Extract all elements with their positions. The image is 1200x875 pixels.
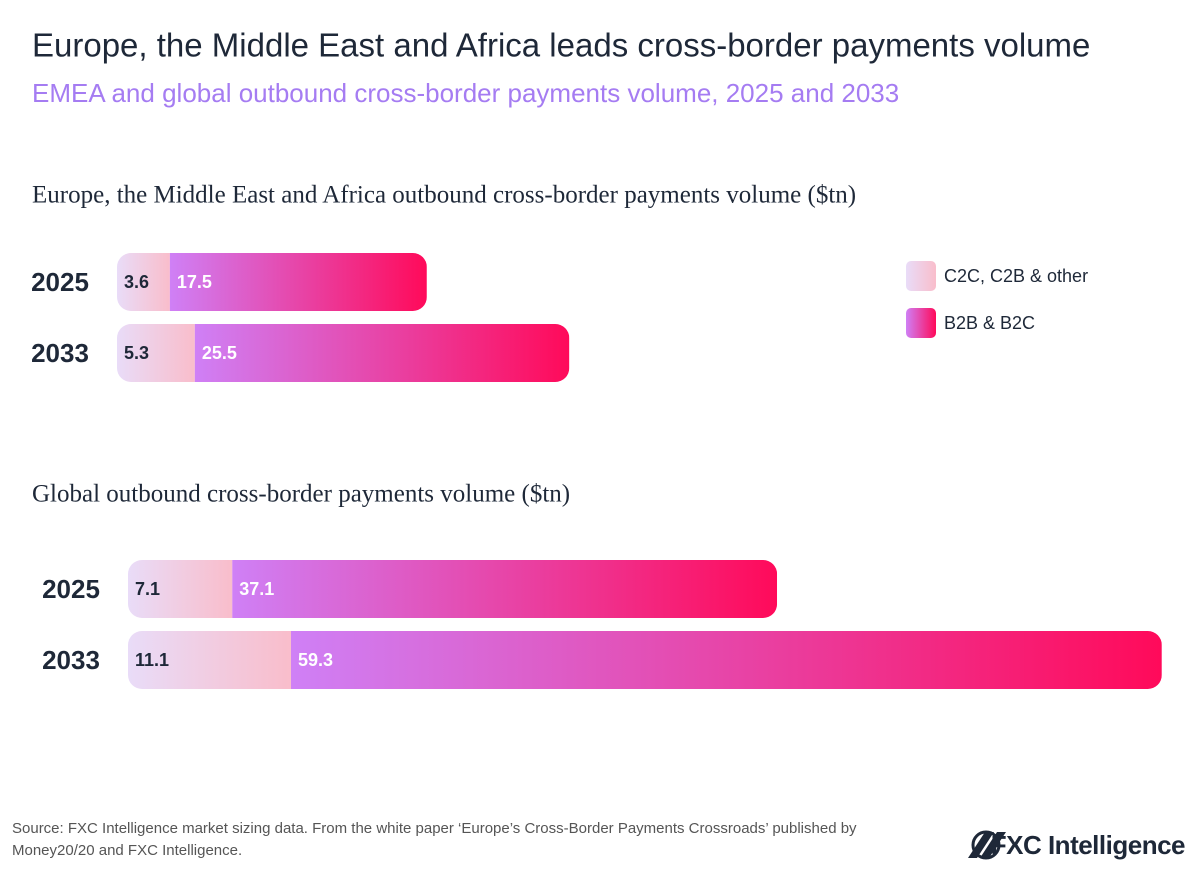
category-label: 2025 bbox=[31, 267, 89, 297]
value-label: 25.5 bbox=[202, 343, 237, 363]
chart-title: Global outbound cross-border payments vo… bbox=[32, 481, 570, 508]
bar-segment bbox=[291, 631, 1162, 689]
page-title: Europe, the Middle East and Africa leads… bbox=[32, 27, 1090, 64]
chart-title: Europe, the Middle East and Africa outbo… bbox=[32, 182, 856, 209]
value-label: 11.1 bbox=[135, 650, 169, 670]
bar-segment bbox=[194, 324, 570, 382]
bar-segment bbox=[117, 253, 170, 311]
page-subtitle: EMEA and global outbound cross-border pa… bbox=[32, 78, 899, 108]
bar-segment bbox=[117, 324, 195, 382]
legend-swatch bbox=[906, 261, 936, 291]
category-label: 2033 bbox=[31, 338, 89, 368]
value-label: 17.5 bbox=[177, 272, 212, 292]
category-label: 2025 bbox=[42, 574, 100, 604]
source: Money20/20 and FXC Intelligence. bbox=[12, 842, 242, 859]
logo: FXC Intelligence bbox=[991, 830, 1185, 860]
bar-segment bbox=[128, 631, 292, 689]
value-label: 59.3 bbox=[298, 650, 333, 670]
value-label: 37.1 bbox=[239, 579, 274, 599]
logo-icon bbox=[968, 830, 1006, 860]
category-label: 2033 bbox=[42, 645, 100, 675]
bar-segment bbox=[169, 253, 427, 311]
legend-label: C2C, C2B & other bbox=[944, 266, 1088, 286]
source: Source: FXC Intelligence market sizing d… bbox=[12, 820, 857, 837]
value-label: 7.1 bbox=[135, 579, 160, 599]
value-label: 3.6 bbox=[124, 272, 149, 292]
bar-segment bbox=[128, 560, 233, 618]
bar-segment bbox=[232, 560, 778, 618]
value-label: 5.3 bbox=[124, 343, 149, 363]
legend-swatch bbox=[906, 308, 936, 338]
legend-label: B2B & B2C bbox=[944, 313, 1035, 333]
